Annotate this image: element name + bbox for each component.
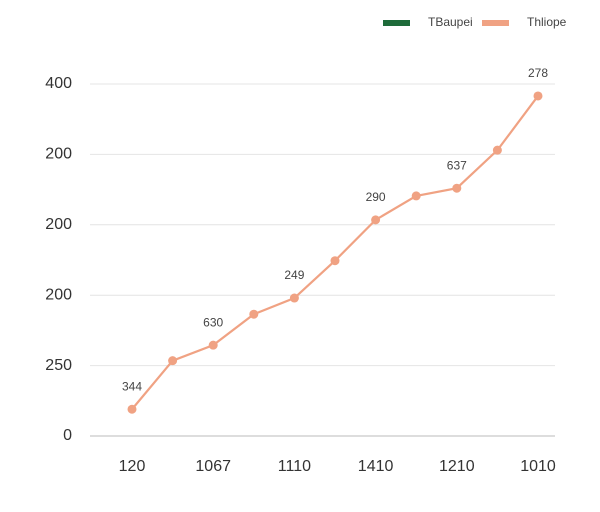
- y-tick-label: 200: [45, 146, 72, 163]
- y-tick-label: 250: [45, 357, 72, 374]
- point: [533, 91, 543, 101]
- x-tick-label: 120: [119, 458, 146, 475]
- point: [452, 183, 462, 193]
- y-tick-label: 200: [45, 216, 72, 233]
- legend-swatch: [482, 20, 509, 26]
- point: [208, 340, 218, 350]
- x-tick-label: 1067: [195, 458, 231, 475]
- y-tick-label: 0: [63, 427, 72, 444]
- point: [411, 191, 421, 201]
- legend-swatch: [383, 20, 410, 26]
- x-tick-label: 1410: [358, 458, 394, 475]
- x-tick-label: 1110: [278, 458, 311, 475]
- data-label: 278: [528, 66, 548, 80]
- point: [330, 256, 340, 266]
- data-label: 344: [122, 379, 142, 393]
- point: [289, 293, 299, 303]
- y-tick-label: 200: [45, 286, 72, 303]
- point: [249, 309, 259, 319]
- line: [131, 95, 539, 410]
- point: [371, 215, 381, 225]
- legend-label: TBaupei: [428, 15, 473, 29]
- x-tick-label: 1210: [439, 458, 475, 475]
- data-label: 290: [366, 190, 386, 204]
- data-label: 249: [284, 268, 304, 282]
- data-label: 630: [203, 315, 223, 329]
- legend-label: Thliope: [527, 15, 567, 29]
- y-tick-label: 400: [45, 75, 72, 92]
- data-label: 637: [447, 158, 467, 172]
- point: [168, 356, 178, 366]
- point: [127, 404, 137, 414]
- point: [492, 145, 502, 155]
- x-tick-label: 1010: [520, 458, 556, 475]
